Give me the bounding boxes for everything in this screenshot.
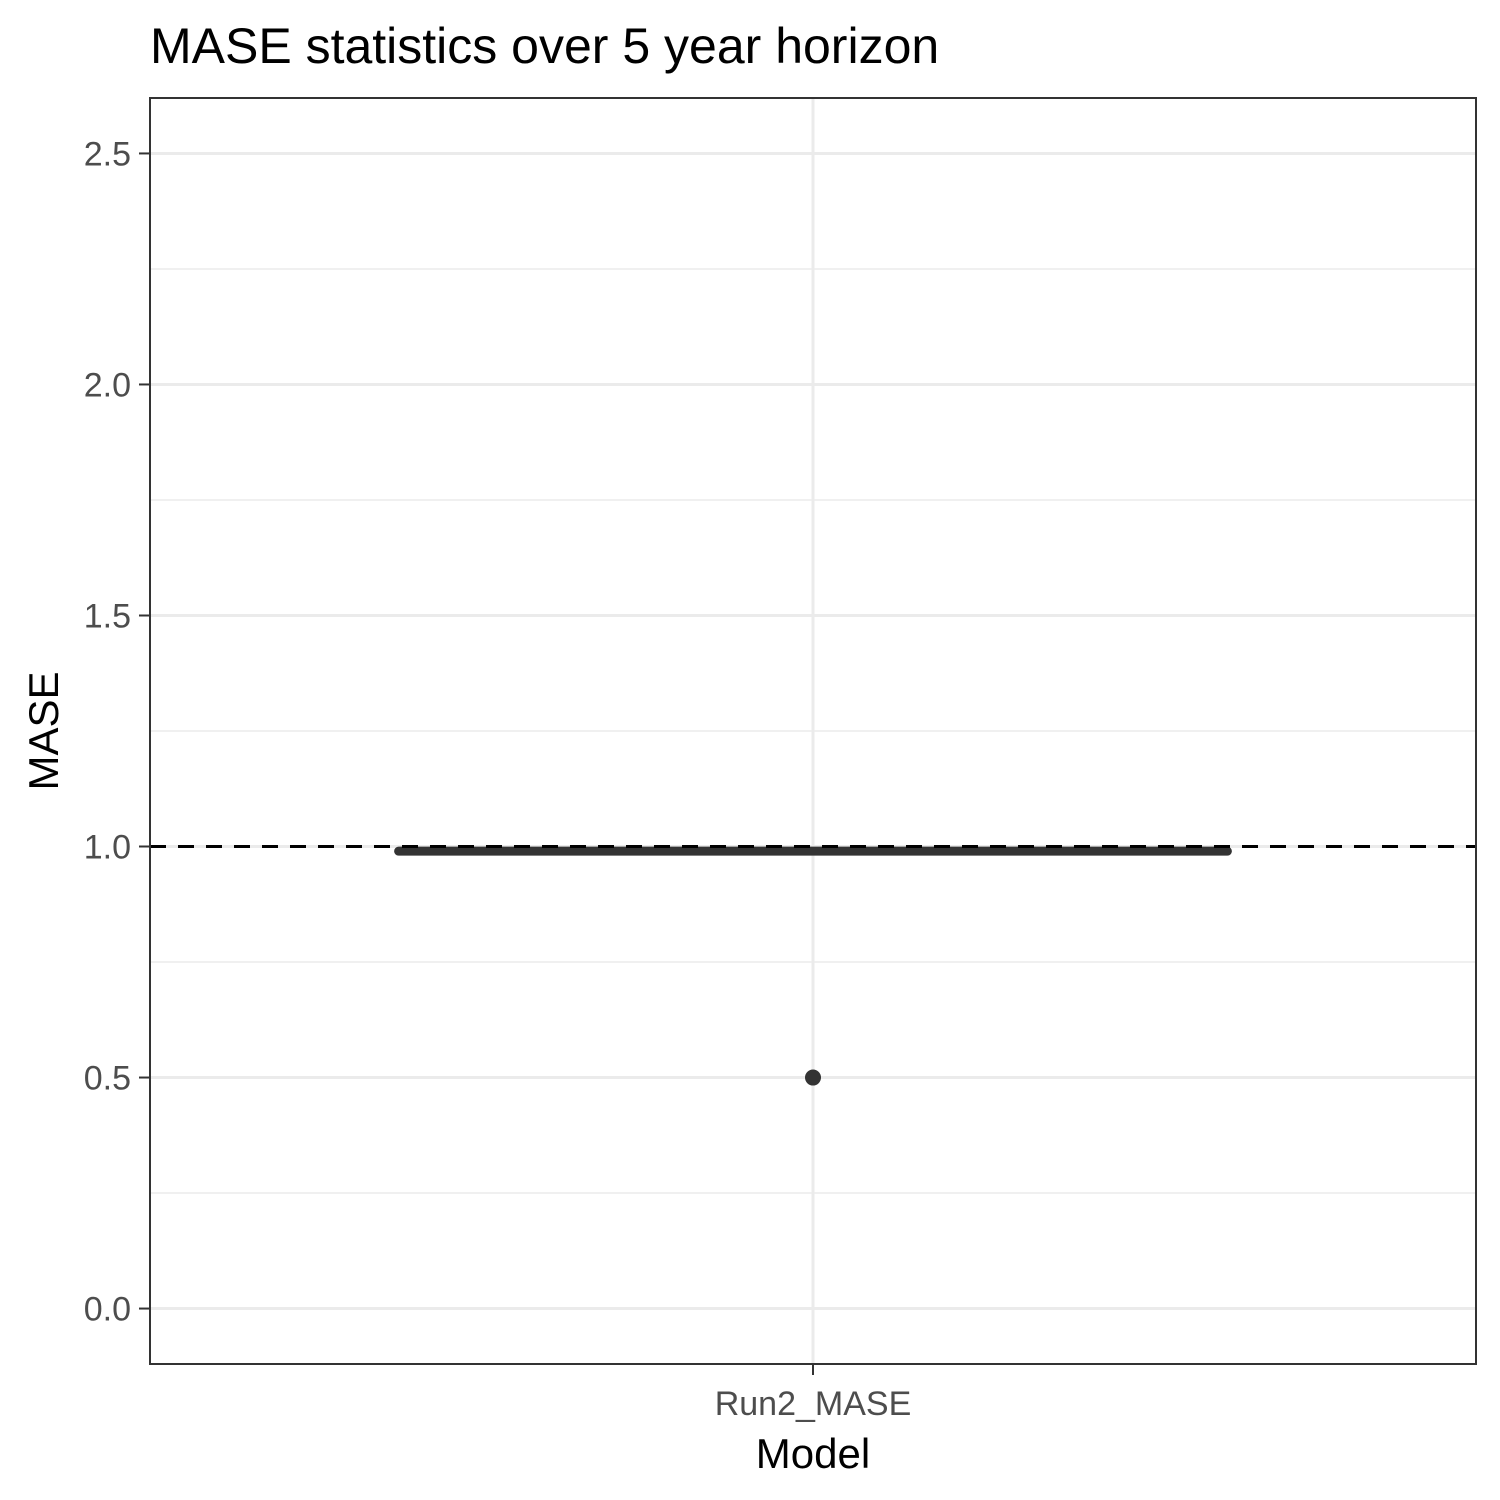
x-tick-label: Run2_MASE	[715, 1385, 912, 1423]
y-tick-label: 1.5	[84, 597, 131, 635]
y-tick-label: 2.0	[84, 366, 131, 404]
y-tick-label: 0.5	[84, 1060, 131, 1098]
y-tick-label: 0.0	[84, 1291, 131, 1329]
outlier-point	[805, 1069, 821, 1086]
chart-title: MASE statistics over 5 year horizon	[150, 18, 939, 74]
x-axis-title: Model	[756, 1430, 870, 1477]
y-axis-title: MASE	[20, 671, 67, 790]
y-tick-label: 1.0	[84, 829, 131, 867]
data-layer	[394, 846, 1232, 1086]
grid-layer	[150, 98, 1476, 1364]
axis-layer: 0.0 0.5 1.0 1.5 2.0 2.5 Run2_MASE	[84, 135, 912, 1423]
y-tick-label: 2.5	[84, 135, 131, 173]
